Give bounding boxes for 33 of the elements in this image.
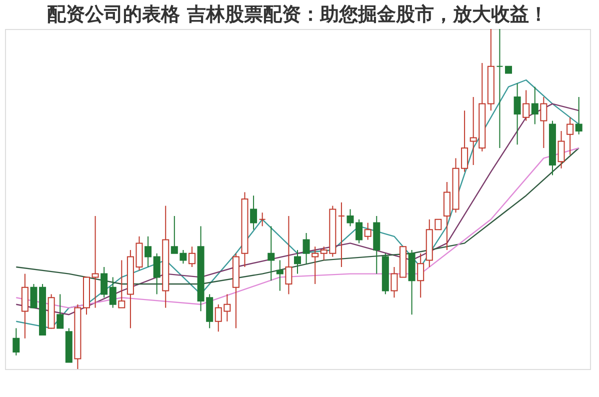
candlestick <box>294 250 301 274</box>
candlestick <box>56 294 64 329</box>
candlestick <box>417 252 424 298</box>
candlestick <box>30 284 38 308</box>
candlestick <box>312 246 319 284</box>
candlestick <box>250 195 258 230</box>
candlestick <box>268 226 275 282</box>
candlestick <box>575 96 582 135</box>
candlestick <box>188 246 196 268</box>
candlestick <box>364 222 372 240</box>
candlestick <box>12 328 20 356</box>
candlestick <box>496 28 504 148</box>
candlestick <box>153 252 160 295</box>
candlestick <box>566 116 574 156</box>
candlestick <box>558 130 565 169</box>
chart-title: 配资公司的表格 吉林股票配资：助您掘金股市，放大收益！ <box>47 4 548 26</box>
candlestick <box>21 273 28 339</box>
candlestick <box>514 82 521 146</box>
candlestick <box>109 276 116 308</box>
candlestick <box>390 266 398 298</box>
candlestick <box>302 232 310 264</box>
candlestick <box>100 266 108 298</box>
candlestick <box>92 216 99 308</box>
candlestick <box>144 236 152 268</box>
candlestick <box>531 86 538 125</box>
candlestick <box>338 202 345 268</box>
candlestick <box>522 90 530 122</box>
candlestick <box>540 96 548 148</box>
candlestick <box>276 260 284 292</box>
candlestick <box>285 216 292 295</box>
candlestick <box>443 182 450 250</box>
candlestick <box>118 260 126 308</box>
candlestick <box>258 212 266 227</box>
